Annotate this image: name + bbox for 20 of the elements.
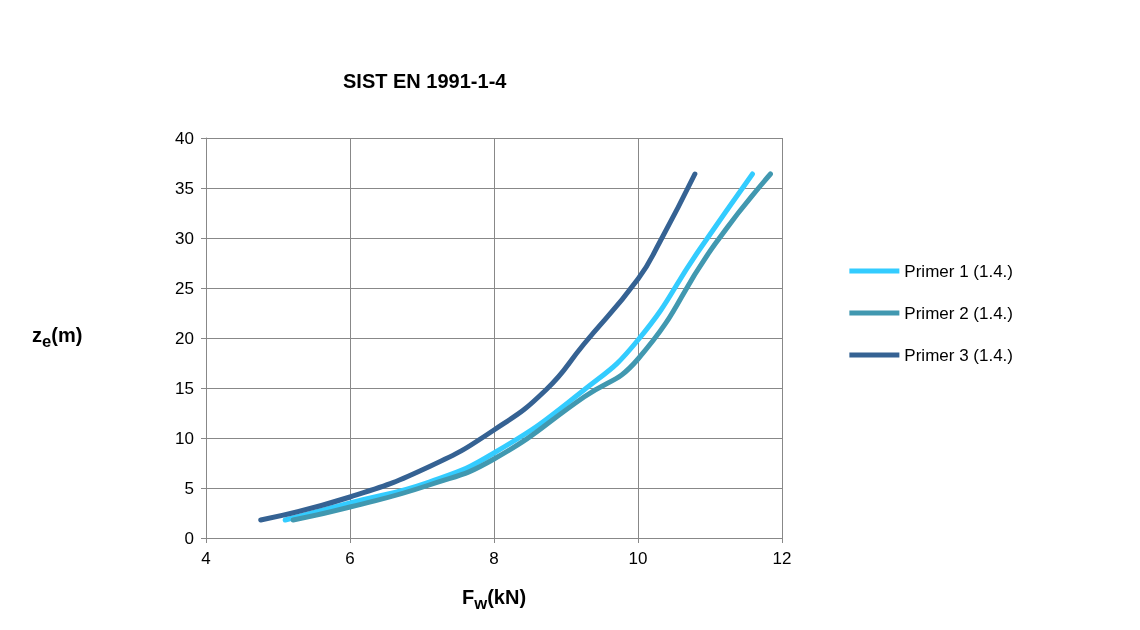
chart-title: SIST EN 1991-1-4 [343,70,508,92]
x-tick-label: 4 [201,549,211,568]
x-axis-title: F$_{w}$(kN) [461,586,527,614]
y-tick-label: 30 [175,228,194,248]
legend-label: Primer 2 (1.4.) [904,303,1014,323]
y-tick-label: 5 [184,478,194,498]
y-tick-label: 0 [184,528,194,548]
y-tick-label: 25 [175,278,194,298]
y-axis-title: z$_{e}$(m) [32,324,83,352]
y-tick-label: 40 [175,128,194,148]
y-tick-label: 15 [175,378,194,398]
y-tick-label: 10 [175,428,194,448]
x-tick-label: 6 [345,549,355,568]
x-tick-label: 10 [628,549,648,568]
y-tick-label: 35 [175,178,194,198]
x-tick-label: 12 [772,549,792,568]
legend-label: Primer 3 (1.4.) [904,345,1014,365]
legend-label: Primer 1 (1.4.) [904,261,1014,281]
y-tick-label: 20 [175,328,194,348]
x-tick-label: 8 [489,549,499,568]
